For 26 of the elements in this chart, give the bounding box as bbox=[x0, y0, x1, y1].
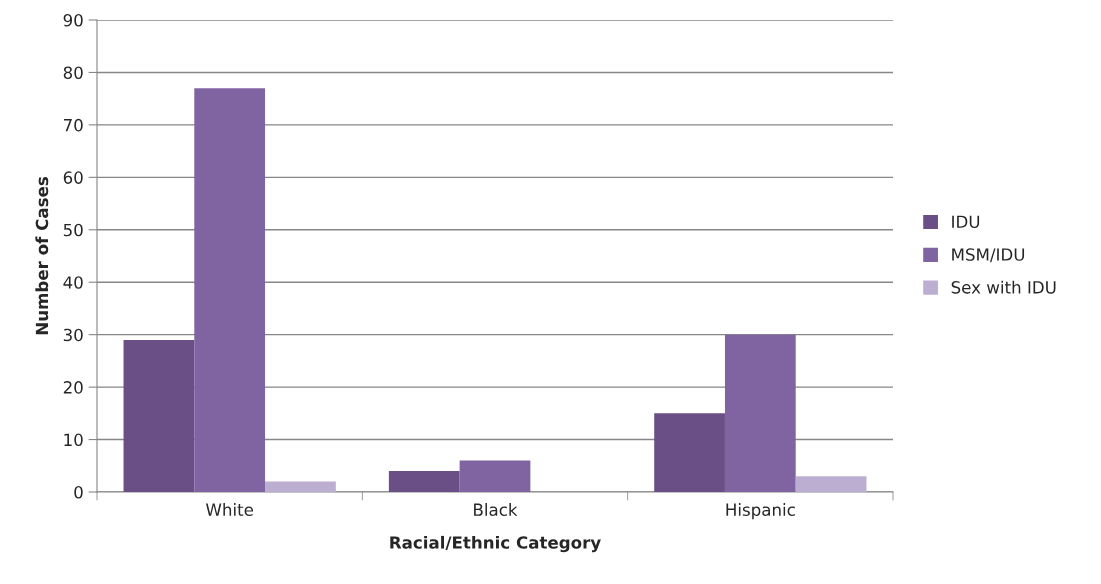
legend-label: Sex with IDU bbox=[951, 280, 1056, 294]
y-tick-label: 0 bbox=[74, 485, 83, 499]
x-tick-label: Hispanic bbox=[726, 503, 795, 520]
y-tick-label: 40 bbox=[63, 276, 83, 289]
bar bbox=[123, 339, 195, 492]
y-tick-label: 90 bbox=[63, 13, 83, 27]
legend-label: MSM/IDU bbox=[952, 248, 1025, 263]
bar bbox=[194, 88, 266, 492]
bar bbox=[795, 476, 867, 492]
y-tick-label: 10 bbox=[64, 433, 83, 447]
bar bbox=[388, 471, 460, 492]
bar bbox=[459, 460, 531, 492]
x-tick-label: White bbox=[205, 503, 254, 517]
y-tick-label: 60 bbox=[63, 171, 83, 184]
x-tick-label: Black bbox=[474, 503, 518, 517]
y-tick-label: 50 bbox=[63, 223, 83, 237]
y-axis-title: Number of Cases bbox=[35, 177, 49, 335]
y-tick-label: 80 bbox=[63, 66, 83, 80]
bar bbox=[654, 413, 725, 492]
bar bbox=[724, 334, 796, 492]
bar bbox=[265, 481, 336, 492]
y-tick-label: 30 bbox=[63, 328, 83, 342]
x-axis-title: Racial/Ethnic Category bbox=[390, 535, 601, 553]
y-tick-label: 70 bbox=[63, 118, 83, 132]
y-tick-label: 20 bbox=[63, 381, 83, 394]
legend-label: IDU bbox=[952, 215, 980, 229]
